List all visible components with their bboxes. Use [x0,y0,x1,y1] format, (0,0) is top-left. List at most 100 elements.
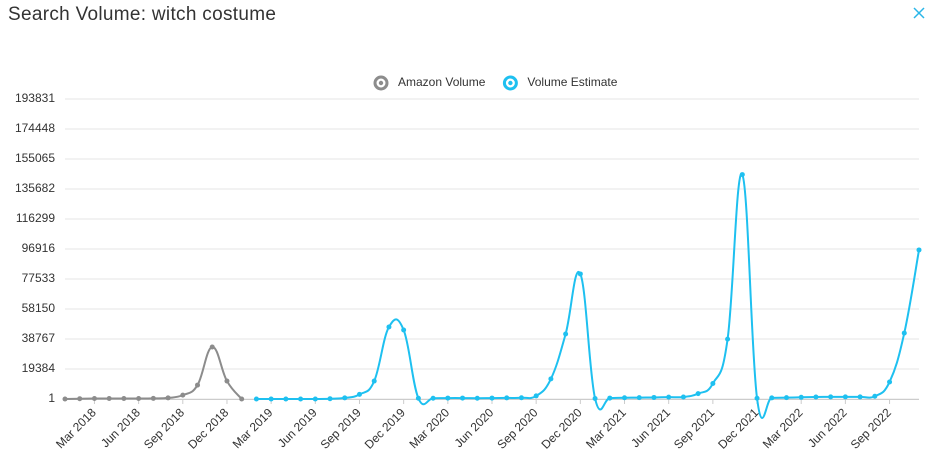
data-point [607,395,613,401]
x-tick-label: Dec 2019 [362,405,408,451]
y-tick-label: 155065 [15,151,55,165]
data-point [430,395,436,401]
data-point [474,395,480,401]
data-point [445,395,451,401]
data-point [622,395,628,401]
y-tick-label: 96916 [22,241,56,255]
data-point [195,382,201,388]
data-point [298,396,304,402]
x-tick-label: Mar 2022 [760,405,806,451]
data-point [136,396,142,402]
data-point [725,336,731,342]
x-tick-label: Mar 2020 [406,405,452,451]
data-point [150,395,156,401]
data-point [857,394,863,400]
data-point [592,396,598,402]
data-point [312,396,318,402]
data-point [356,391,362,397]
x-tick-label: Sep 2019 [318,405,364,451]
data-point [518,395,524,401]
data-point [828,394,834,400]
x-tick-label: Sep 2022 [848,405,894,451]
x-tick-label: Sep 2020 [494,405,540,451]
data-point [813,394,819,400]
x-tick-label: Sep 2021 [671,405,717,451]
y-tick-label: 193831 [15,91,55,105]
data-point [268,396,274,402]
close-button[interactable] [912,6,926,20]
x-tick-label: Mar 2019 [230,405,276,451]
data-point [180,392,186,398]
data-point [798,394,804,400]
legend-label: Volume Estimate [527,75,617,89]
legend-label: Amazon Volume [398,75,486,89]
data-point [253,396,259,402]
data-point [239,396,245,402]
y-tick-label: 174448 [15,121,55,135]
x-tick-label: Jun 2022 [805,405,850,450]
series-line [256,173,920,419]
x-tick-label: Sep 2018 [141,405,187,451]
data-point [754,395,760,401]
data-point [62,396,68,402]
y-tick-label: 1 [48,391,55,405]
modal-title: Search Volume: witch costume [8,4,277,25]
data-point [533,393,539,399]
data-point [901,330,907,336]
data-point [371,378,377,384]
data-point [327,396,333,402]
data-point [916,247,922,253]
data-point [739,172,745,178]
data-point [842,394,848,400]
y-tick-label: 116299 [16,211,55,225]
data-point [489,395,495,401]
data-point [769,395,775,401]
data-point [91,396,97,402]
data-point [636,395,642,401]
legend-marker-dot [508,80,513,86]
data-point [165,395,171,401]
data-point [415,395,421,401]
data-point [577,271,583,277]
x-tick-label: Jun 2019 [275,405,320,450]
data-point [386,324,392,330]
data-point [887,379,893,385]
data-point [106,396,112,402]
data-point [401,327,407,333]
data-point [121,396,127,402]
legend-marker-dot [378,80,384,86]
y-tick-label: 19384 [22,361,56,375]
data-point [342,395,348,401]
data-point [504,395,510,401]
data-point [209,344,215,350]
legend-item[interactable]: Volume Estimate [502,75,618,91]
data-point [548,376,554,382]
data-point [680,394,686,400]
x-tick-label: Dec 2020 [538,405,584,451]
data-point [283,396,289,402]
data-point [710,381,716,387]
data-point [77,396,83,402]
x-tick-label: Jun 2020 [452,405,497,450]
x-tick-label: Jun 2018 [98,405,143,450]
legend-item[interactable]: Amazon Volume [373,75,486,91]
data-point [666,394,672,400]
series-line [64,346,243,400]
x-tick-label: Mar 2018 [53,405,99,451]
data-point [651,394,657,400]
x-tick-label: Mar 2021 [583,405,629,451]
data-point [460,395,466,401]
y-tick-label: 77533 [22,271,56,285]
y-tick-label: 135682 [15,181,55,195]
y-tick-label: 58150 [22,301,56,315]
data-point [695,391,701,397]
data-point [563,331,569,337]
x-tick-label: Dec 2021 [715,405,761,451]
x-tick-label: Dec 2018 [185,405,231,451]
x-tick-label: Jun 2021 [628,405,673,450]
data-point [872,393,878,399]
data-point [224,378,230,384]
data-point [783,395,789,401]
